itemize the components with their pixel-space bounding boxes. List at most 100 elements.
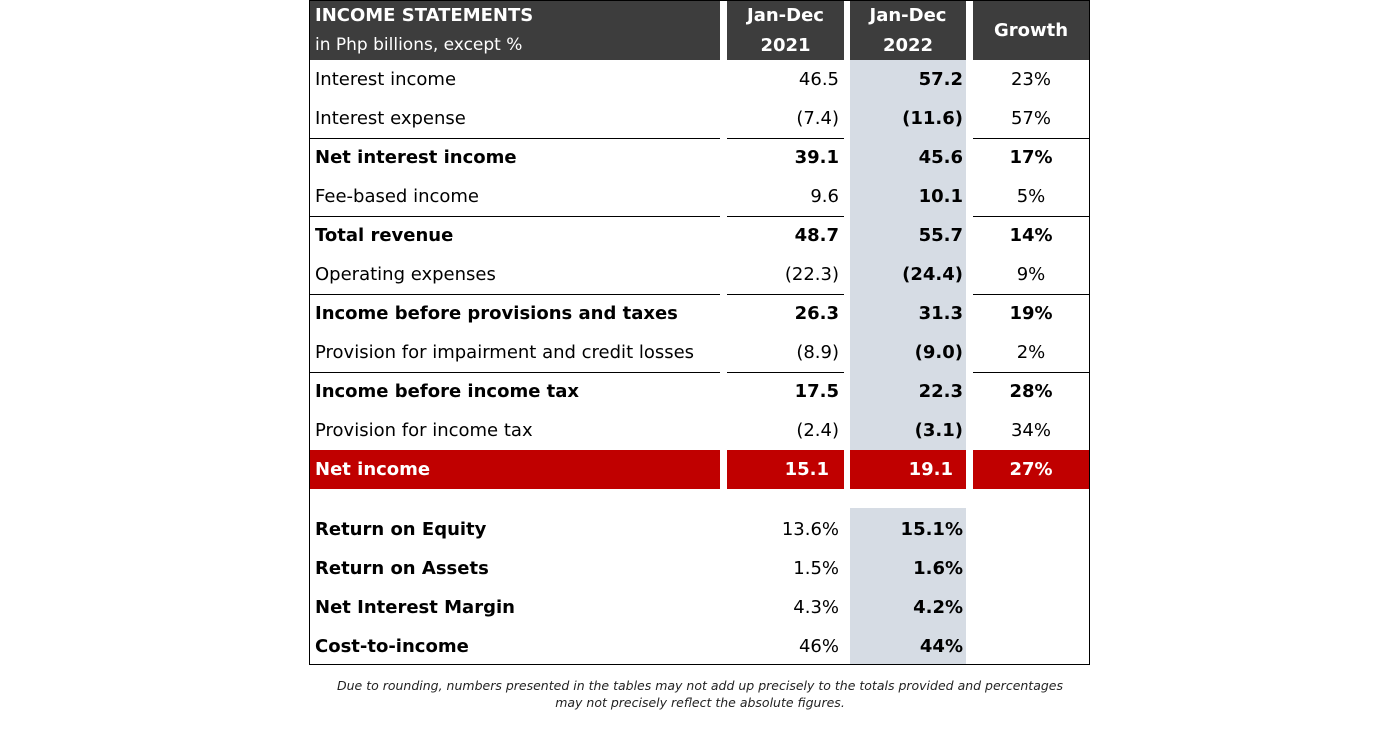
table-row-net-income: Net income 15.1 19.1 27% (310, 450, 1089, 489)
ratio-2021: 1.5% (793, 558, 839, 579)
column-header-2021-period: Jan-Dec (747, 5, 824, 26)
value-2022: (3.1) (914, 420, 963, 441)
column-header-growth: Growth (973, 0, 1089, 60)
value-2021: (2.4) (796, 420, 839, 441)
ratio-label: Net Interest Margin (315, 597, 515, 618)
ratio-2022: 1.6% (913, 558, 963, 579)
value-2022: (24.4) (902, 264, 963, 285)
ratio-2021: 46% (798, 636, 839, 657)
ratio-2021: 4.3% (793, 597, 839, 618)
value-growth: 34% (1010, 420, 1051, 441)
ratio-label: Cost-to-income (315, 636, 469, 657)
footnote-line-1: Due to rounding, numbers presented in th… (336, 678, 1064, 693)
row-label: Income before provisions and taxes (315, 303, 678, 324)
column-header-2022-period: Jan-Dec (869, 5, 947, 26)
column-header-2021: Jan-Dec 2021 (727, 0, 844, 60)
row-separator-line (973, 138, 1089, 139)
column-header-2021-year: 2021 (760, 35, 811, 56)
value-growth: 2% (1016, 342, 1046, 363)
ratio-2022: 15.1% (900, 519, 963, 540)
value-2021: (22.3) (784, 264, 839, 285)
value-2021: (8.9) (796, 342, 839, 363)
row-label: Net income (315, 459, 431, 480)
row-separator-line (727, 294, 844, 295)
row-separator-line (310, 294, 720, 295)
value-2022: 19.1 (908, 459, 953, 480)
value-2021: 39.1 (794, 147, 839, 168)
row-label: Operating expenses (315, 264, 496, 285)
value-growth: 17% (1009, 147, 1053, 168)
value-2021: (7.4) (796, 108, 839, 129)
table-subtitle: in Php billions, except % (315, 35, 523, 55)
net-income-highlight-2022 (850, 450, 966, 489)
value-2022: 57.2 (918, 69, 963, 90)
table-title-header: INCOME STATEMENTS in Php billions, excep… (310, 0, 720, 60)
value-2022: 31.3 (918, 303, 963, 324)
ratio-label: Return on Equity (315, 519, 487, 540)
value-2022: 55.7 (918, 225, 963, 246)
ratio-row-cost-to-income: Cost-to-income 46% 44% (310, 627, 1089, 666)
table-row-income-before-provisions-and-taxes: Income before provisions and taxes 26.3 … (310, 294, 1089, 333)
value-2021: 48.7 (794, 225, 839, 246)
row-separator-line (310, 216, 720, 217)
table-title: INCOME STATEMENTS (315, 5, 534, 26)
table-row-income-before-income-tax: Income before income tax 17.5 22.3 28% (310, 372, 1089, 411)
value-growth: 5% (1016, 186, 1046, 207)
ratio-row-return-on-equity: Return on Equity 13.6% 15.1% (310, 510, 1089, 549)
value-2022: (9.0) (914, 342, 963, 363)
row-label: Total revenue (315, 225, 454, 246)
value-growth: 19% (1009, 303, 1053, 324)
table-row-interest-expense: Interest expense (7.4) (11.6) 57% (310, 99, 1089, 138)
table-row-net-interest-income: Net interest income 39.1 45.6 17% (310, 138, 1089, 177)
value-2022: 10.1 (918, 186, 963, 207)
row-label: Fee-based income (315, 186, 479, 207)
table-row-interest-income: Interest income 46.5 57.2 23% (310, 60, 1089, 99)
value-2021: 17.5 (794, 381, 839, 402)
column-header-growth-label: Growth (993, 20, 1069, 41)
row-label: Interest income (315, 69, 457, 90)
value-2022: (11.6) (902, 108, 963, 129)
net-income-highlight-growth (973, 450, 1089, 489)
ratio-label: Return on Assets (315, 558, 489, 579)
table-row-provision-for-impairment: Provision for impairment and credit loss… (310, 333, 1089, 372)
row-label: Provision for impairment and credit loss… (315, 342, 695, 363)
value-2021: 26.3 (794, 303, 839, 324)
column-header-2022-year: 2022 (882, 35, 934, 56)
value-2021: 15.1 (784, 459, 829, 480)
row-label: Provision for income tax (315, 420, 533, 441)
table-row-fee-based-income: Fee-based income 9.6 10.1 5% (310, 177, 1089, 216)
row-separator-line (310, 372, 720, 373)
value-growth: 28% (1009, 381, 1053, 402)
value-2021: 46.5 (798, 69, 839, 90)
table-row-operating-expenses: Operating expenses (22.3) (24.4) 9% (310, 255, 1089, 294)
highlight-2022-column (850, 60, 966, 450)
table-row-total-revenue: Total revenue 48.7 55.7 14% (310, 216, 1089, 255)
value-2022: 45.6 (918, 147, 963, 168)
table-row-provision-for-income-tax: Provision for income tax (2.4) (3.1) 34% (310, 411, 1089, 450)
ratio-2022: 4.2% (913, 597, 963, 618)
row-label: Interest expense (315, 108, 466, 129)
row-separator-line (727, 138, 844, 139)
row-separator-line (973, 294, 1089, 295)
rounding-footnote: Due to rounding, numbers presented in th… (330, 677, 1070, 711)
net-income-highlight-label (310, 450, 720, 489)
ratio-row-net-interest-margin: Net Interest Margin 4.3% 4.2% (310, 588, 1089, 627)
highlight-2022-ratios (850, 508, 966, 664)
value-growth: 23% (1010, 69, 1051, 90)
footnote-line-2: may not precisely reflect the absolute f… (555, 695, 845, 710)
row-separator-line (310, 138, 720, 139)
row-separator-line (727, 372, 844, 373)
row-label: Income before income tax (315, 381, 580, 402)
net-income-highlight-2021 (727, 450, 844, 489)
ratio-row-return-on-assets: Return on Assets 1.5% 1.6% (310, 549, 1089, 588)
value-2021: 9.6 (810, 186, 839, 207)
value-growth: 14% (1009, 225, 1053, 246)
column-header-2022: Jan-Dec 2022 (850, 0, 966, 60)
value-growth: 9% (1016, 264, 1046, 285)
value-growth: 27% (1009, 459, 1053, 480)
row-label: Net interest income (315, 147, 517, 168)
row-separator-line (727, 216, 844, 217)
value-2022: 22.3 (918, 381, 963, 402)
ratio-2021: 13.6% (781, 519, 839, 540)
row-separator-line (973, 216, 1089, 217)
